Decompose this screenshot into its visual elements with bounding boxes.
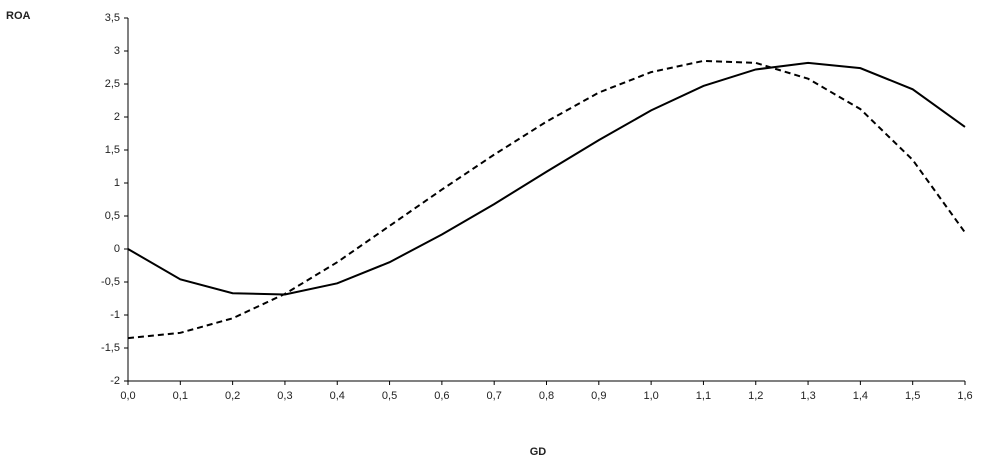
y-tick-label: 0: [114, 243, 120, 255]
y-tick-label: -1: [110, 309, 120, 321]
x-tick-label: 1,4: [853, 390, 868, 402]
y-tick-label: 2: [114, 111, 120, 123]
line-series: [127, 61, 966, 296]
x-tick-label: 0,6: [434, 390, 449, 402]
x-tick-label: 0,5: [382, 390, 397, 402]
x-axis-label: GD: [530, 446, 547, 458]
y-tick-label: 0,5: [105, 210, 120, 222]
x-tick-label: 0,4: [330, 390, 345, 402]
x-tick-label: 1,2: [748, 390, 763, 402]
line-series: [127, 59, 966, 340]
x-tick-label: 0,7: [487, 390, 502, 402]
x-tick-label: 0,3: [277, 390, 292, 402]
y-tick-label: 3: [114, 45, 120, 57]
x-tick-label: 1,1: [696, 390, 711, 402]
x-tick-label: 0,2: [225, 390, 240, 402]
y-axis-label: ROA: [6, 10, 31, 22]
x-tick-label: 1,3: [800, 390, 815, 402]
x-tick-label: 0,8: [539, 390, 554, 402]
x-tick-label: 1,0: [643, 390, 658, 402]
y-tick-label: 1,5: [105, 144, 120, 156]
x-tick-label: 0,0: [120, 390, 135, 402]
y-tick-label: 2,5: [105, 78, 120, 90]
y-tick-label: 3,5: [105, 12, 120, 24]
x-tick-label: 0,9: [591, 390, 606, 402]
y-tick-label: -1,5: [101, 342, 120, 354]
x-tick-label: 1,6: [957, 390, 972, 402]
x-tick-label: 1,5: [905, 390, 920, 402]
x-tick-label: 0,1: [173, 390, 188, 402]
y-tick-label: 1: [114, 177, 120, 189]
y-tick-label: -2: [110, 375, 120, 387]
y-tick-label: -0,5: [101, 276, 120, 288]
